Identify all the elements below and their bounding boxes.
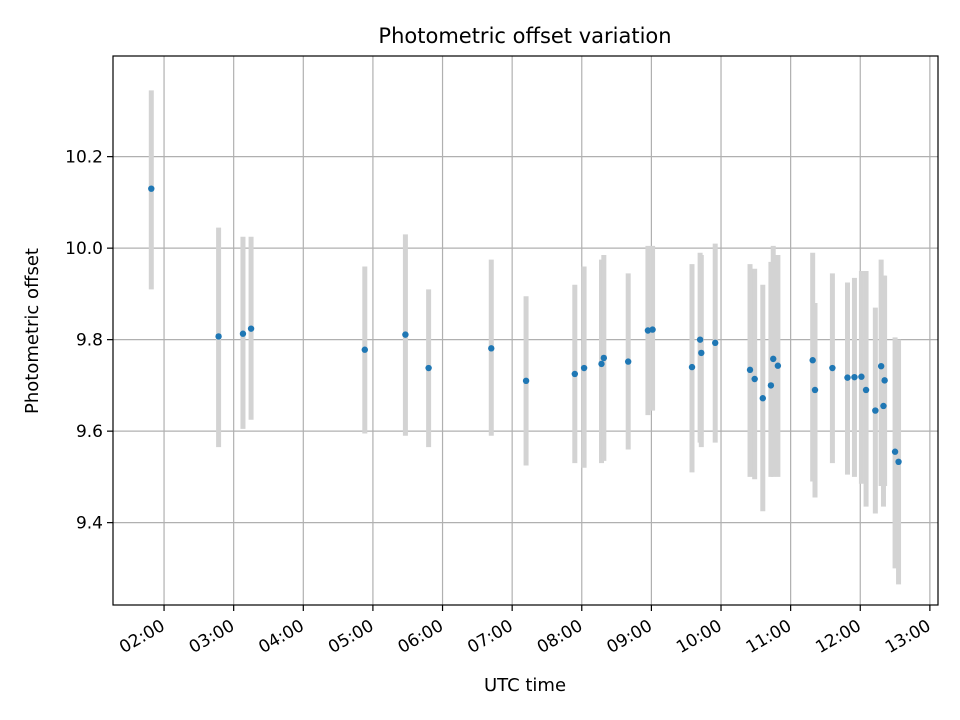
data-point xyxy=(522,377,530,385)
data-point xyxy=(759,395,766,402)
data-point xyxy=(698,349,705,357)
data-point xyxy=(811,386,819,394)
x-tick-label: 04:00 xyxy=(255,616,307,658)
x-tick-label: 07:00 xyxy=(464,616,516,658)
data-point xyxy=(488,345,495,352)
data-point xyxy=(844,374,851,381)
y-tick-label: 10.2 xyxy=(65,148,103,168)
data-point xyxy=(624,358,632,365)
data-point xyxy=(858,373,865,380)
data-point xyxy=(688,363,696,371)
data-point xyxy=(851,373,858,381)
chart-title: Photometric offset variation xyxy=(378,24,671,48)
x-axis-ticks: 02:00 03:00 04:00 05:00 06:00 07:00 08:00 09:00… xyxy=(116,605,934,658)
data-point xyxy=(425,364,432,372)
y-tick-label: 9.6 xyxy=(76,422,103,442)
data-point xyxy=(751,375,758,383)
x-tick-label: 10:00 xyxy=(673,616,725,658)
data-point xyxy=(600,354,608,362)
y-axis-ticks: 9.4 9.6 9.8 10.0 10.2 xyxy=(65,148,113,534)
data-point xyxy=(746,366,754,374)
data-point xyxy=(895,458,902,466)
data-point xyxy=(696,336,704,343)
data-point xyxy=(770,355,777,363)
x-tick-label: 13:00 xyxy=(882,616,934,658)
x-tick-label: 06:00 xyxy=(395,616,447,658)
data-point xyxy=(571,370,579,378)
x-tick-label: 08:00 xyxy=(534,616,586,658)
x-tick-label: 05:00 xyxy=(325,616,377,658)
data-point xyxy=(862,386,870,394)
data-point xyxy=(598,360,605,368)
data-point xyxy=(402,331,409,338)
x-axis-label: UTC time xyxy=(484,675,566,696)
y-tick-label: 9.8 xyxy=(76,331,103,351)
data-point xyxy=(712,339,719,347)
data-point xyxy=(247,325,255,332)
data-point xyxy=(215,333,222,340)
data-point xyxy=(239,330,247,337)
data-point xyxy=(877,362,885,370)
data-point xyxy=(580,364,588,372)
x-tick-label: 12:00 xyxy=(812,616,864,658)
data-point xyxy=(880,402,887,410)
data-point xyxy=(809,357,816,364)
y-tick-label: 10.0 xyxy=(65,239,103,259)
data-point xyxy=(774,362,782,369)
x-tick-label: 09:00 xyxy=(603,616,655,658)
data-point xyxy=(872,407,879,414)
data-point xyxy=(881,377,888,384)
data-points xyxy=(148,185,902,466)
x-tick-label: 03:00 xyxy=(186,616,238,658)
data-point xyxy=(891,448,899,455)
data-point xyxy=(649,326,656,333)
data-point xyxy=(148,185,155,192)
y-tick-label: 9.4 xyxy=(76,514,103,534)
plot-frame xyxy=(112,55,939,606)
data-point xyxy=(361,346,368,353)
x-tick-label: 02:00 xyxy=(116,616,168,658)
data-point xyxy=(767,382,775,389)
x-tick-label: 11:00 xyxy=(743,616,795,658)
data-point xyxy=(829,364,836,372)
y-axis-label: Photometric offset xyxy=(22,248,43,414)
